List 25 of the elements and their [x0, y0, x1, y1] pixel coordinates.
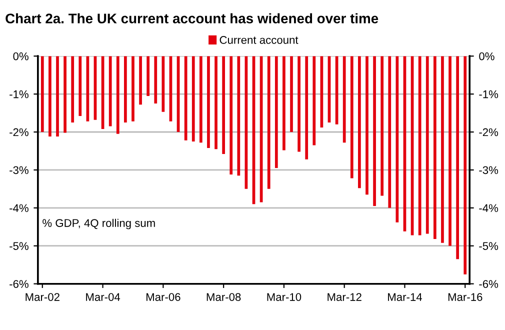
- y-tick-label: -3%: [10, 166, 28, 174]
- y-tick-label: -4%: [10, 204, 28, 212]
- y-tick-label: -5%: [10, 242, 28, 250]
- legend-label: Current account: [220, 36, 298, 44]
- y-tick-label: -6%: [10, 280, 28, 288]
- y-tick-label: 0%: [13, 52, 28, 60]
- x-tick-label: Mar-06: [146, 293, 180, 301]
- x-tick-label: Mar-10: [267, 293, 302, 301]
- y2-tick-label: 0%: [479, 52, 494, 60]
- x-tick-label: Mar-04: [86, 293, 120, 301]
- annotation: % GDP, 4Q rolling sum: [42, 218, 155, 230]
- y2-tick-label: -3%: [479, 166, 498, 174]
- y-tick-label: -2%: [10, 128, 28, 136]
- chart-title: Chart 2a. The UK current account has widened over time: [6, 13, 378, 24]
- y-tick-label: -1%: [10, 90, 28, 98]
- x-tick-label: Mar-12: [328, 293, 362, 301]
- x-tick-label: Mar-16: [448, 293, 482, 301]
- x-tick-label: Mar-08: [206, 293, 241, 301]
- x-tick-label: Mar-14: [388, 293, 422, 301]
- x-tick-label: Mar-02: [26, 293, 60, 301]
- y2-tick-label: -1%: [479, 90, 498, 98]
- y2-tick-label: -2%: [479, 128, 498, 136]
- y2-tick-label: -5%: [479, 242, 498, 250]
- y2-tick-label: -4%: [479, 204, 498, 212]
- y2-tick-label: -6%: [479, 280, 498, 288]
